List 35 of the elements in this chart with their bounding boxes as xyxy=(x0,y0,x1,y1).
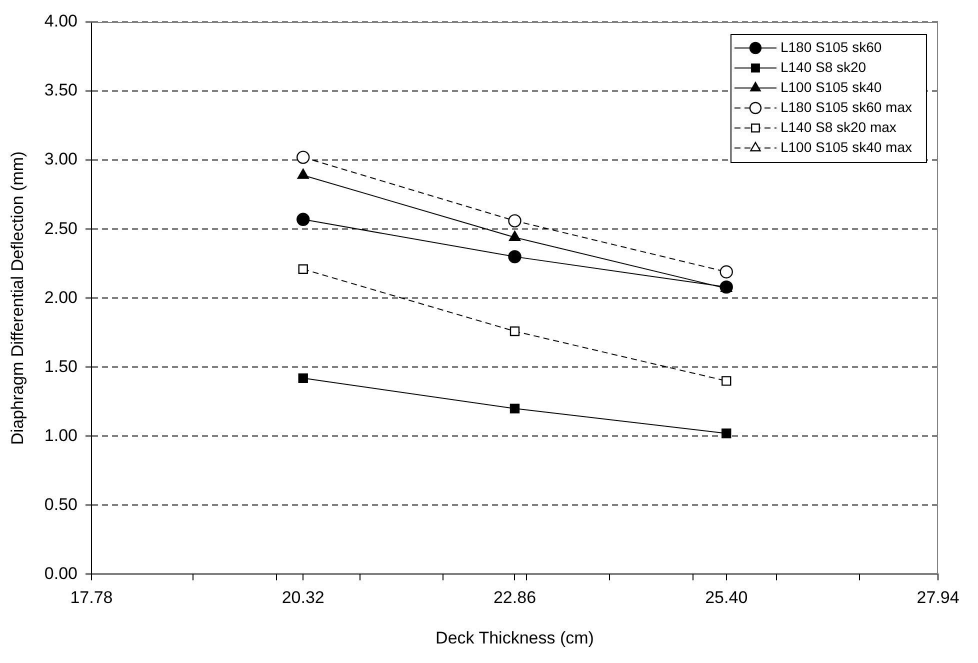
legend-label: L140 S8 sk20 xyxy=(780,58,866,75)
x-tick-label: 27.94 xyxy=(916,588,960,608)
point xyxy=(296,150,310,164)
legend-label: L100 S105 sk40 xyxy=(780,78,882,95)
point xyxy=(298,264,308,274)
legend-label: L180 S105 sk60 xyxy=(780,38,882,55)
x-axis-title: Deck Thickness (cm) xyxy=(436,628,594,648)
x-tick-label: 20.32 xyxy=(282,588,324,608)
point xyxy=(722,376,732,386)
point xyxy=(510,326,520,336)
point xyxy=(297,168,309,179)
point xyxy=(296,212,310,226)
point xyxy=(510,404,520,414)
point xyxy=(722,428,732,438)
y-tick-label: 2.50 xyxy=(44,218,78,238)
y-tick-label: 1.50 xyxy=(44,356,78,376)
point xyxy=(508,230,521,241)
x-tick-label: 22.86 xyxy=(493,588,536,608)
legend-label: L100 S105 sk40 max xyxy=(780,138,912,155)
x-tick-label: 25.40 xyxy=(705,588,748,608)
y-tick-label: 0.00 xyxy=(44,564,78,583)
y-tick-label: 0.50 xyxy=(44,494,78,514)
legend-label: L140 S8 sk20 max xyxy=(780,118,896,135)
legend-label: L180 S105 sk60 max xyxy=(780,98,912,115)
x-tick-label: 17.78 xyxy=(70,588,113,608)
y-tick-label: 3.00 xyxy=(44,150,78,169)
point xyxy=(508,250,522,264)
point xyxy=(298,373,308,384)
y-tick-label: 4.00 xyxy=(44,12,78,31)
y-tick-label: 1.00 xyxy=(44,426,78,445)
point xyxy=(720,265,733,278)
y-tick-label: 3.50 xyxy=(44,80,78,100)
y-tick-label: 2.00 xyxy=(44,288,78,307)
point xyxy=(508,214,522,228)
y-axis-title: Diaphragm Differential Deflection (mm) xyxy=(8,151,27,445)
